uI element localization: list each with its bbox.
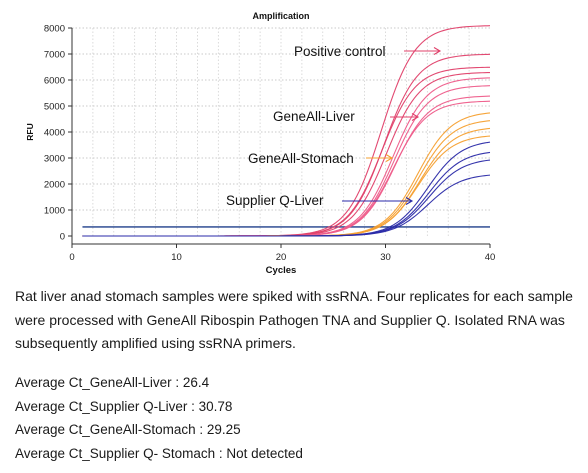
average-ct-supplierq-stomach: Average Ct_Supplier Q- Stomach : Not det… bbox=[15, 445, 303, 461]
chart-svg: 0 1000 2000 3000 4000 5000 6000 7000 8000 0 10 20 30… bbox=[25, 11, 496, 276]
y-tick-label: 8000 bbox=[44, 24, 65, 35]
average-ct-list: Average Ct_GeneAll-Liver : 26.4 Average … bbox=[15, 371, 575, 465]
y-tick-label: 7000 bbox=[44, 50, 65, 61]
average-ct-supplierq-liver: Average Ct_Supplier Q-Liver : 30.78 bbox=[15, 398, 233, 414]
annotation-label: GeneAll-Liver bbox=[273, 109, 355, 124]
x-tick-label: 30 bbox=[380, 252, 391, 263]
x-tick-label: 10 bbox=[171, 252, 182, 263]
amplification-curve bbox=[82, 120, 491, 237]
amplification-chart: 0 1000 2000 3000 4000 5000 6000 7000 8000 0 10 20 30… bbox=[25, 11, 496, 276]
annotation-label: Positive control bbox=[294, 44, 386, 59]
annotation-arrow-head bbox=[385, 154, 394, 162]
amplification-curve bbox=[82, 53, 491, 237]
annotation-label: GeneAll-Stomach bbox=[248, 151, 354, 166]
amplification-curve bbox=[82, 174, 491, 237]
amplification-curve bbox=[82, 112, 491, 237]
x-tick-label: 0 bbox=[69, 252, 74, 263]
figure-caption: Rat liver anad stomach samples were spik… bbox=[15, 288, 573, 351]
y-tick-label: 2000 bbox=[44, 180, 65, 191]
y-tick-label: 4000 bbox=[44, 128, 65, 139]
y-tick-label: 0 bbox=[60, 232, 65, 243]
y-tick-label: 6000 bbox=[44, 76, 65, 87]
x-tick-label: 20 bbox=[276, 252, 287, 263]
annotation-arrow-head bbox=[433, 47, 442, 55]
x-tick-label: 40 bbox=[485, 252, 496, 263]
y-tick-label: 3000 bbox=[44, 154, 65, 165]
average-ct-geneall-stomach: Average Ct_GeneAll-Stomach : 29.25 bbox=[15, 422, 241, 437]
average-ct-geneall-liver: Average Ct_GeneAll-Liver : 26.4 bbox=[15, 375, 210, 390]
y-tick-label: 1000 bbox=[44, 206, 65, 217]
y-tick-label: 5000 bbox=[44, 102, 65, 113]
annotation-arrow-head bbox=[411, 113, 420, 121]
annotation-arrow-head bbox=[405, 197, 414, 205]
amplification-curve bbox=[82, 127, 491, 237]
chart-title: Amplification bbox=[252, 11, 309, 21]
x-axis-label: Cycles bbox=[266, 265, 297, 276]
annotation-label: Supplier Q-Liver bbox=[226, 193, 324, 208]
y-axis-label: RFU bbox=[25, 123, 35, 140]
